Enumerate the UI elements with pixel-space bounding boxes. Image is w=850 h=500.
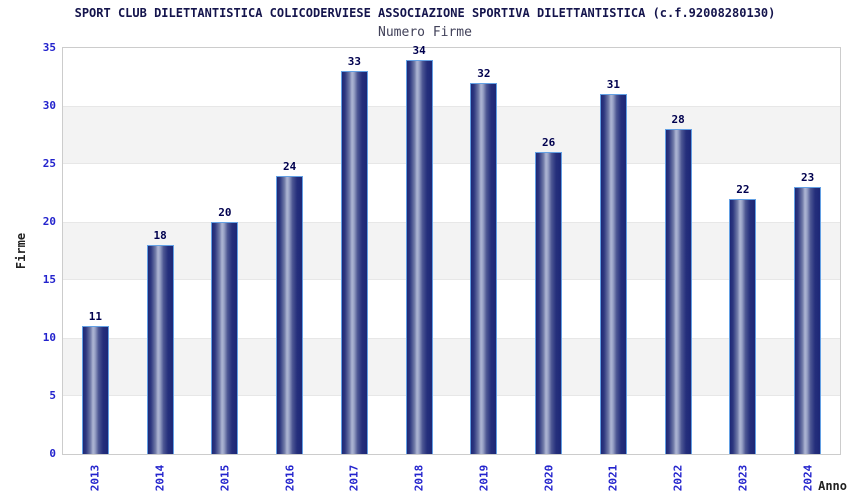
bar-value-label: 33 (347, 55, 361, 69)
bar-value-label: 34 (412, 43, 426, 57)
x-tick-label-2017: 2017 (347, 464, 361, 492)
bar-value-label: 28 (671, 113, 685, 127)
bar-value-label: 18 (153, 229, 167, 243)
bar-2016 (276, 175, 304, 454)
bar-value-label: 11 (88, 310, 102, 324)
bar-value-label: 20 (218, 206, 232, 219)
bar-2023 (729, 198, 757, 454)
grid-band (63, 222, 840, 280)
x-tick-label-2018: 2018 (412, 464, 426, 492)
y-axis-title: Firme (14, 232, 28, 270)
bar-2013 (81, 326, 109, 454)
bar-value-label: 23 (801, 171, 815, 185)
x-tick-label-2021: 2021 (606, 464, 620, 492)
x-tick-label-2019: 2019 (477, 464, 491, 492)
bar-2015 (211, 222, 239, 454)
x-tick-label-2015: 2015 (218, 464, 232, 492)
y-tick-label: 0 (49, 447, 56, 460)
bar-2018 (405, 59, 433, 454)
x-tick-label-2016: 2016 (283, 464, 297, 492)
x-tick-label-2022: 2022 (671, 464, 685, 492)
y-tick-label: 5 (49, 389, 56, 402)
y-tick-label: 10 (42, 331, 56, 344)
bar-2017 (340, 71, 368, 454)
x-tick-label-2013: 2013 (88, 464, 102, 492)
bar-value-label: 22 (736, 182, 750, 196)
grid-band (63, 106, 840, 164)
bar-2024 (794, 187, 822, 454)
y-tick-label: 20 (42, 215, 56, 228)
bar-2021 (599, 94, 627, 454)
x-axis-title: Anno (818, 479, 847, 493)
chart-title: SPORT CLUB DILETTANTISTICA COLICODERVIES… (74, 6, 776, 20)
x-tick-label-2024: 2024 (801, 464, 815, 492)
y-tick-label: 15 (42, 273, 56, 286)
grid-band (63, 338, 840, 396)
bar-value-label: 26 (542, 136, 556, 150)
y-tick-label: 25 (42, 157, 56, 170)
plot-area: 11 18 20 24 33 34 32 26 31 28 22 23 (62, 43, 841, 455)
y-tick-label: 35 (42, 41, 56, 54)
y-tick-label: 30 (42, 99, 56, 112)
bar-value-label: 31 (606, 78, 620, 92)
bar-value-label: 32 (477, 66, 491, 80)
bar-2020 (535, 152, 563, 454)
x-tick-label-2014: 2014 (153, 464, 167, 492)
bar-2019 (470, 82, 498, 454)
bar-2014 (146, 245, 174, 454)
x-tick-label-2023: 2023 (736, 464, 750, 492)
chart-subtitle: Numero Firme (378, 25, 472, 40)
bar-2022 (664, 129, 692, 454)
x-tick-label-2020: 2020 (542, 464, 556, 492)
bar-value-label: 24 (283, 159, 297, 173)
